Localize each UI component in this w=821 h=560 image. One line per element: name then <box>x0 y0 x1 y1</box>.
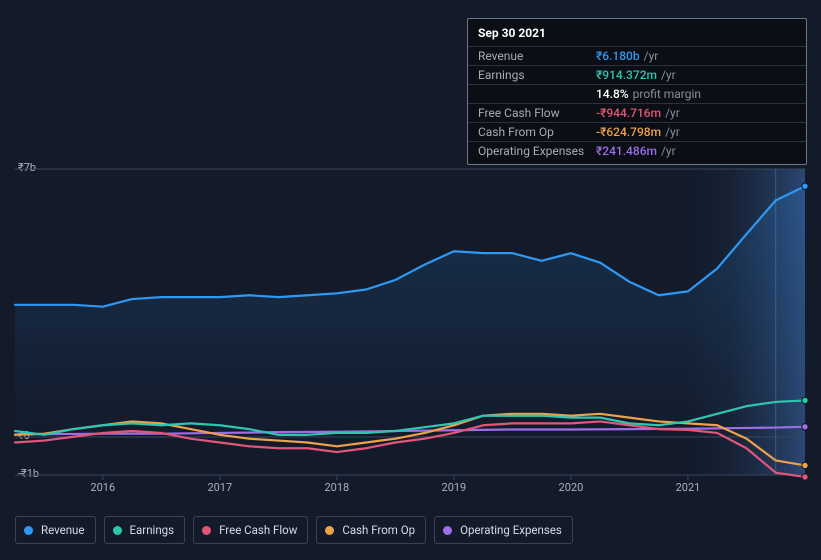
x-axis-tick: 2020 <box>559 481 584 494</box>
series-end-marker <box>802 474 808 480</box>
legend-dot-icon <box>24 526 33 535</box>
chart-container: Sep 30 2021 Revenue₹6.180b/yrEarnings₹91… <box>0 0 821 560</box>
line-chart[interactable] <box>0 0 821 560</box>
legend-label: Free Cash Flow <box>219 523 297 537</box>
legend-label: Earnings <box>130 523 175 537</box>
legend-dot-icon <box>443 526 452 535</box>
legend-item-revenue[interactable]: Revenue <box>15 516 96 544</box>
legend-label: Cash From Op <box>342 523 415 537</box>
series-end-marker <box>802 183 808 189</box>
series-end-marker <box>802 397 808 403</box>
legend-dot-icon <box>325 526 334 535</box>
series-end-marker <box>802 462 808 468</box>
x-axis-tick: 2021 <box>676 481 701 494</box>
legend-item-free-cash-flow[interactable]: Free Cash Flow <box>193 516 308 544</box>
legend-dot-icon <box>202 526 211 535</box>
series-end-marker <box>802 424 808 430</box>
x-axis-tick: 2016 <box>90 481 115 494</box>
legend-label: Revenue <box>41 523 85 537</box>
x-axis-tick: 2017 <box>207 481 232 494</box>
legend-dot-icon <box>113 526 122 535</box>
chart-legend: Revenue Earnings Free Cash Flow Cash From O… <box>15 516 573 544</box>
legend-item-cash-from-op[interactable]: Cash From Op <box>316 516 426 544</box>
legend-item-operating-expenses[interactable]: Operating Expenses <box>434 516 573 544</box>
x-axis-tick: 2019 <box>442 481 467 494</box>
revenue-area <box>15 186 805 437</box>
legend-label: Operating Expenses <box>460 523 562 537</box>
legend-item-earnings[interactable]: Earnings <box>104 516 186 544</box>
x-axis-tick: 2018 <box>324 481 349 494</box>
